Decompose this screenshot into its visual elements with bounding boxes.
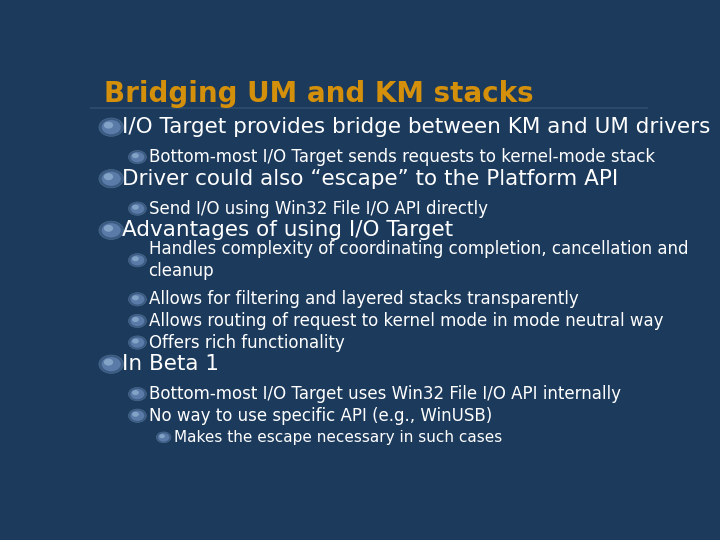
Circle shape — [130, 410, 145, 421]
Circle shape — [130, 152, 145, 163]
Text: Bottom-most I/O Target sends requests to kernel-mode stack: Bottom-most I/O Target sends requests to… — [148, 148, 654, 166]
Text: Advantages of using I/O Target: Advantages of using I/O Target — [122, 220, 454, 240]
Circle shape — [128, 388, 146, 401]
Circle shape — [102, 357, 121, 372]
Circle shape — [132, 256, 139, 261]
Text: Send I/O using Win32 File I/O API directly: Send I/O using Win32 File I/O API direct… — [148, 200, 487, 218]
Text: In Beta 1: In Beta 1 — [122, 354, 220, 374]
Circle shape — [128, 314, 146, 328]
Circle shape — [102, 120, 121, 134]
Circle shape — [128, 409, 146, 422]
Text: Makes the escape necessary in such cases: Makes the escape necessary in such cases — [174, 430, 502, 445]
Circle shape — [130, 204, 145, 214]
Circle shape — [158, 433, 169, 442]
Circle shape — [99, 170, 124, 188]
Text: I/O Target provides bridge between KM and UM drivers: I/O Target provides bridge between KM an… — [122, 117, 711, 137]
Text: Offers rich functionality: Offers rich functionality — [148, 334, 344, 352]
Text: Bridging UM and KM stacks: Bridging UM and KM stacks — [104, 80, 534, 108]
Circle shape — [130, 389, 145, 399]
Text: Driver could also “escape” to the Platform API: Driver could also “escape” to the Platfo… — [122, 168, 618, 188]
Circle shape — [130, 255, 145, 266]
Circle shape — [104, 173, 113, 180]
Circle shape — [128, 202, 146, 215]
Circle shape — [130, 294, 145, 305]
Circle shape — [132, 339, 139, 343]
Circle shape — [132, 390, 139, 395]
Circle shape — [159, 434, 165, 438]
Text: Bottom-most I/O Target uses Win32 File I/O API internally: Bottom-most I/O Target uses Win32 File I… — [148, 385, 621, 403]
Circle shape — [132, 205, 139, 210]
Circle shape — [156, 432, 171, 443]
Circle shape — [128, 336, 146, 349]
Text: No way to use specific API (e.g., WinUSB): No way to use specific API (e.g., WinUSB… — [148, 407, 492, 425]
Circle shape — [128, 151, 146, 164]
Circle shape — [104, 225, 113, 232]
Text: Handles complexity of coordinating completion, cancellation and
cleanup: Handles complexity of coordinating compl… — [148, 240, 688, 280]
Circle shape — [132, 153, 139, 158]
Text: Allows routing of request to kernel mode in mode neutral way: Allows routing of request to kernel mode… — [148, 312, 663, 330]
Circle shape — [99, 355, 124, 373]
Text: Allows for filtering and layered stacks transparently: Allows for filtering and layered stacks … — [148, 291, 578, 308]
Circle shape — [128, 254, 146, 267]
Circle shape — [128, 293, 146, 306]
Circle shape — [99, 118, 124, 136]
Circle shape — [132, 317, 139, 322]
Circle shape — [102, 172, 121, 186]
Circle shape — [104, 122, 113, 129]
Circle shape — [130, 338, 145, 348]
Circle shape — [132, 295, 139, 300]
Circle shape — [132, 411, 139, 417]
Circle shape — [130, 316, 145, 326]
Circle shape — [99, 221, 124, 239]
Circle shape — [104, 359, 113, 366]
Circle shape — [102, 223, 121, 238]
